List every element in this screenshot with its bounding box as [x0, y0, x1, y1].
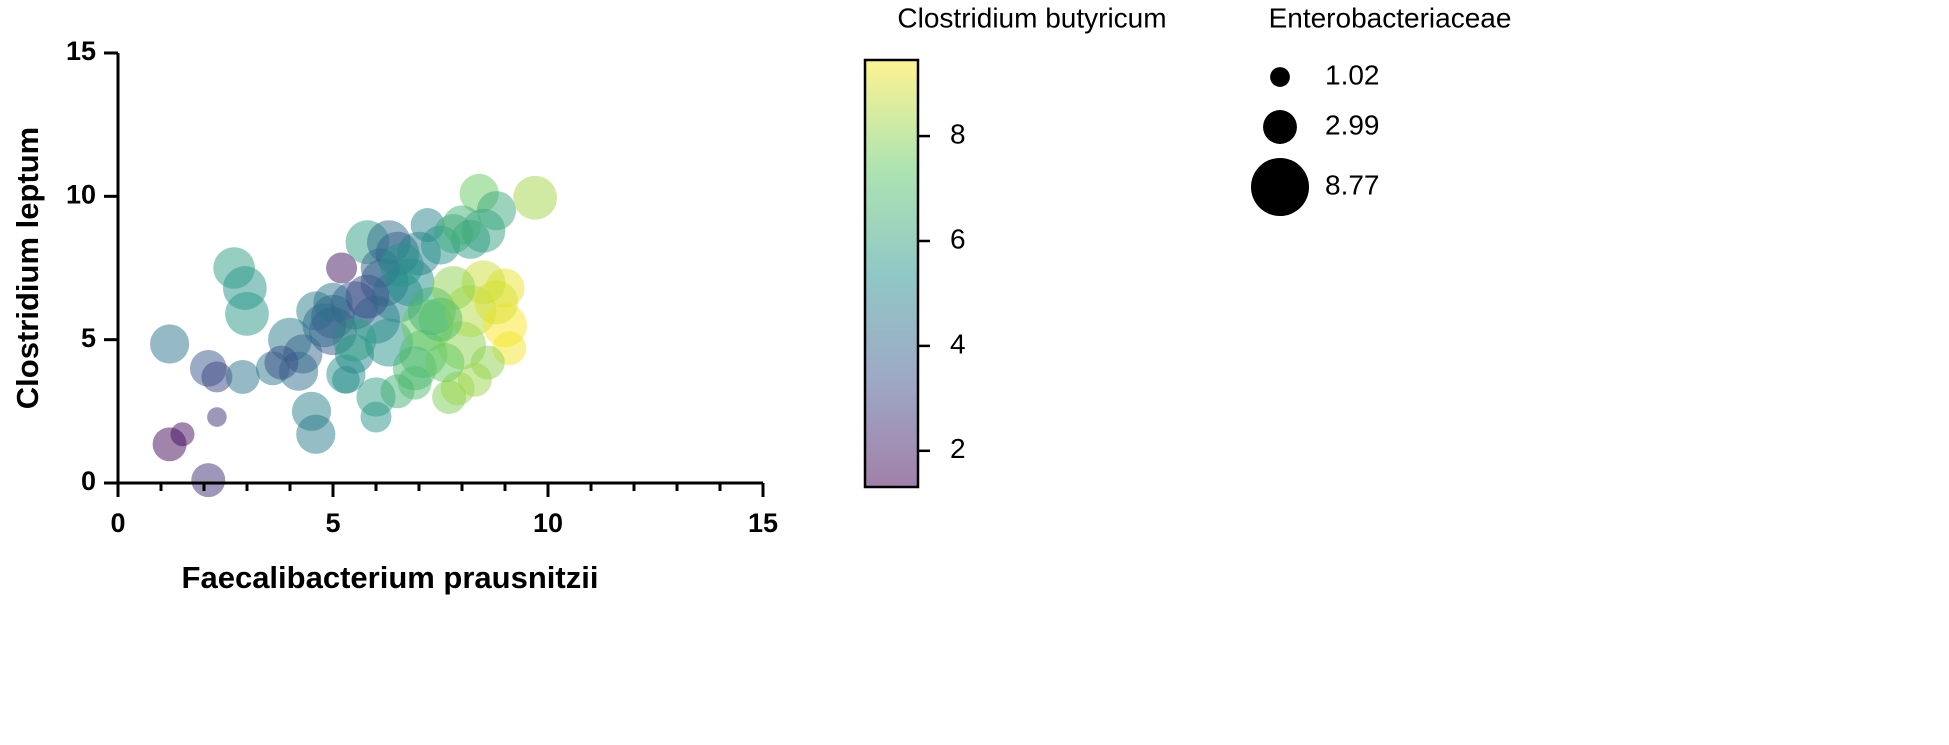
bubble — [207, 407, 227, 427]
bubble — [442, 205, 482, 245]
x-tick-label: 10 — [533, 508, 563, 538]
x-tick-label: 5 — [325, 508, 340, 538]
colorbar — [863, 58, 920, 489]
x-tick-label: 0 — [110, 508, 125, 538]
bubble — [296, 414, 336, 454]
colorbar-title: Clostridium butyricum — [897, 2, 1166, 33]
size-legend-marker — [1263, 110, 1297, 144]
bubble — [150, 324, 190, 364]
bubble — [476, 191, 516, 231]
y-tick-label: 15 — [66, 36, 96, 66]
bubble — [457, 362, 492, 397]
bubble — [170, 422, 195, 447]
bubble — [225, 359, 260, 394]
bubble — [513, 175, 558, 220]
y-tick-label: 10 — [66, 179, 96, 209]
size-legend-marker — [1270, 67, 1290, 87]
bubble — [201, 361, 233, 393]
y-axis-title: Clostridium leptum — [10, 127, 45, 409]
size-legend-label: 8.77 — [1325, 169, 1380, 200]
bubble — [191, 463, 226, 498]
x-axis-title: Faecalibacterium prausnitzii — [182, 560, 599, 595]
bubble — [392, 346, 437, 391]
bubble — [302, 303, 347, 348]
bubble — [418, 297, 463, 342]
y-tick-label: 5 — [81, 323, 96, 353]
size-legend-title: Enterobacteriaceae — [1269, 2, 1512, 33]
x-tick-label: 15 — [748, 508, 778, 538]
size-legend-label: 1.02 — [1325, 59, 1380, 90]
bubble — [326, 252, 358, 284]
bubble — [264, 345, 299, 380]
size-legend-label: 2.99 — [1325, 109, 1380, 140]
colorbar-tick-label: 6 — [950, 223, 966, 254]
colorbar-tick-label: 8 — [950, 118, 966, 149]
bubble — [425, 343, 465, 383]
bubble — [225, 291, 269, 336]
colorbar-tick-label: 4 — [950, 328, 966, 359]
colorbar-tick-label: 2 — [950, 433, 966, 464]
bubble — [379, 243, 424, 288]
y-tick-label: 0 — [81, 466, 96, 496]
size-legend-marker — [1250, 157, 1310, 217]
